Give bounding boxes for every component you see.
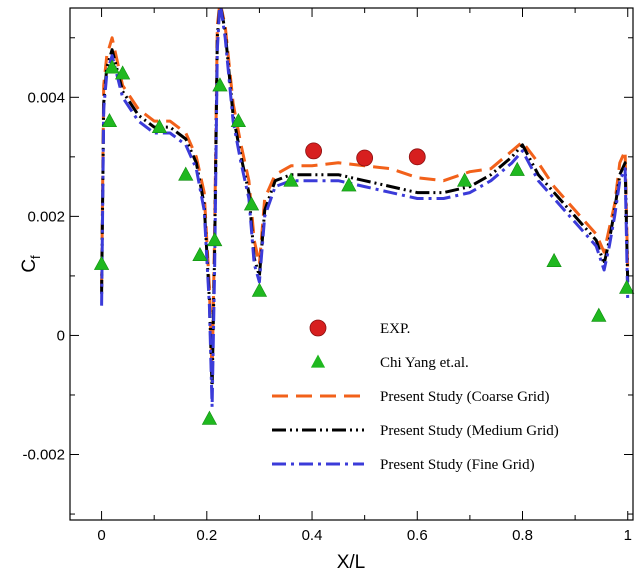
chi-yang-point [341,177,357,192]
chi-yang-point [546,252,562,267]
chi-yang-point [192,246,208,261]
y-tick-label: -0.002 [22,447,65,464]
chi-yang-point [591,307,607,322]
chi-yang-point [178,166,194,181]
legend-label: Chi Yang et.al. [380,355,469,371]
y-axis-title-main: C [19,259,40,273]
chi-yang-point [456,172,473,187]
legend-entry: EXP. [309,319,410,337]
legend-label: Present Study (Fine Grid) [380,457,535,473]
x-tick-label: 0 [97,527,105,544]
chi-yang-point [104,59,120,74]
legend-entry: Present Study (Fine Grid) [272,457,535,473]
chi-yang-point [619,279,635,294]
x-tick-label: 0.4 [302,527,323,544]
axes-layer: 0 0.2 0.4 0.6 0.8 1 -0.002 0 0.002 0.004 [22,7,634,544]
x-tick-label: 0.2 [196,527,217,544]
series-line-3 [100,8,630,391]
exp-point [356,149,374,167]
legend-entry: Present Study (Coarse Grid) [272,389,550,405]
chi-yang-point [207,232,223,247]
axis-titles: X/L Cf [19,255,365,571]
legend-entry: Chi Yang et.al. [310,354,469,371]
chi-yang-point [151,118,168,133]
x-tick-label: 0.6 [407,527,428,544]
series-line-4 [100,8,630,409]
x-tick-label: 1 [624,527,632,544]
exp-point [408,148,426,166]
chi-yang-point [509,161,525,176]
plot-frame [69,7,634,521]
chi-yang-point [93,255,110,270]
series-line-2 [100,8,630,379]
legend-label: Present Study (Coarse Grid) [380,389,550,405]
legend-entry: Present Study (Medium Grid) [272,423,559,439]
y-axis-title-subscript: f [28,255,43,259]
chi-yang-point [251,282,268,297]
x-tick-label: 0.8 [512,527,533,544]
legend-swatch-triangle [310,354,326,368]
series-layer [100,8,630,409]
chi-yang-point [201,410,218,425]
chi-yang-point [243,196,260,211]
exp-point [305,142,323,160]
y-axis-title: Cf [19,255,43,273]
y-tick-label: 0.002 [27,208,65,225]
y-tick-label: 0 [57,327,65,344]
x-axis-title: X/L [337,552,366,571]
chi-yang-point [114,65,131,80]
chi-yang-point [230,112,247,128]
legend-swatch-circle [309,319,327,337]
legend: EXP. Chi Yang et.al. Present Study (Coarse… [272,319,559,473]
chi-yang-point [283,172,299,187]
legend-label: Present Study (Medium Grid) [380,423,559,439]
chi-yang-point [212,77,228,92]
marker-layer [93,59,635,425]
legend-label: EXP. [380,321,410,337]
y-tick-label: 0.004 [27,89,65,106]
chi-yang-point [101,112,118,128]
